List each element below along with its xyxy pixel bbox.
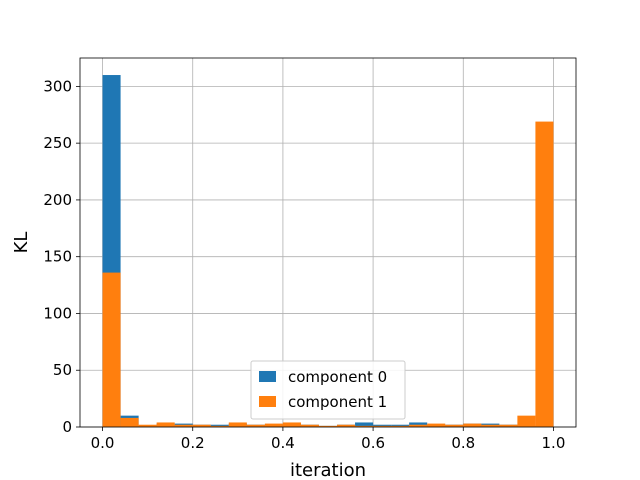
y-tick-label: 200 [43, 191, 72, 209]
y-tick-label: 0 [62, 418, 72, 436]
histogram-bar [228, 422, 247, 427]
y-axis-label: KL [11, 232, 32, 254]
series-1-bars [102, 121, 554, 427]
axis-ticks: 0.0 0.2 0.4 0.6 0.8 1.0 0 50 100 150 200 250 300 [43, 77, 565, 452]
histogram-bar [535, 121, 554, 427]
histogram-bar [391, 425, 410, 427]
histogram-bar [300, 424, 319, 427]
x-tick-label: 0.0 [91, 434, 115, 452]
y-tick-label: 100 [43, 304, 72, 322]
histogram-bar [138, 424, 157, 427]
y-tick-label: 300 [43, 77, 72, 95]
x-tick-label: 1.0 [542, 434, 566, 452]
x-tick-label: 0.2 [181, 434, 205, 452]
histogram-bar [409, 424, 428, 427]
x-tick-label: 0.4 [271, 434, 295, 452]
histogram-bar [282, 422, 301, 427]
histogram-bar [264, 423, 283, 427]
histogram-bar [427, 423, 446, 427]
histogram-bar [337, 424, 356, 427]
histogram-bar [373, 425, 392, 427]
histogram-bar [463, 423, 482, 427]
y-tick-label: 150 [43, 248, 72, 266]
histogram-bar [445, 424, 464, 427]
legend-swatch [259, 371, 276, 382]
histogram-bar [499, 424, 518, 427]
histogram-bar [481, 424, 500, 427]
legend-box [250, 360, 406, 420]
histogram-bar [246, 424, 265, 427]
legend: component 0 component 1 [250, 360, 406, 420]
legend-swatch [259, 396, 276, 407]
legend-label: component 0 [288, 368, 387, 386]
histogram-bars [102, 75, 554, 428]
histogram-bar [174, 424, 193, 427]
histogram-bar [120, 417, 139, 427]
histogram-bar [102, 272, 121, 427]
histogram-bar [355, 425, 374, 427]
histogram-bar [156, 422, 175, 427]
x-tick-label: 0.8 [451, 434, 475, 452]
histogram-bar [355, 422, 374, 427]
histogram-bar [210, 425, 229, 427]
histogram-bar [318, 425, 338, 427]
plot-area-frame [79, 57, 577, 428]
histogram-bar [517, 415, 536, 427]
y-tick-label: 250 [43, 134, 72, 152]
y-tick-label: 50 [53, 361, 72, 379]
legend-label: component 1 [288, 393, 387, 411]
x-axis-label: iteration [290, 460, 366, 480]
x-tick-label: 0.6 [361, 434, 385, 452]
histogram-bar [192, 424, 211, 427]
